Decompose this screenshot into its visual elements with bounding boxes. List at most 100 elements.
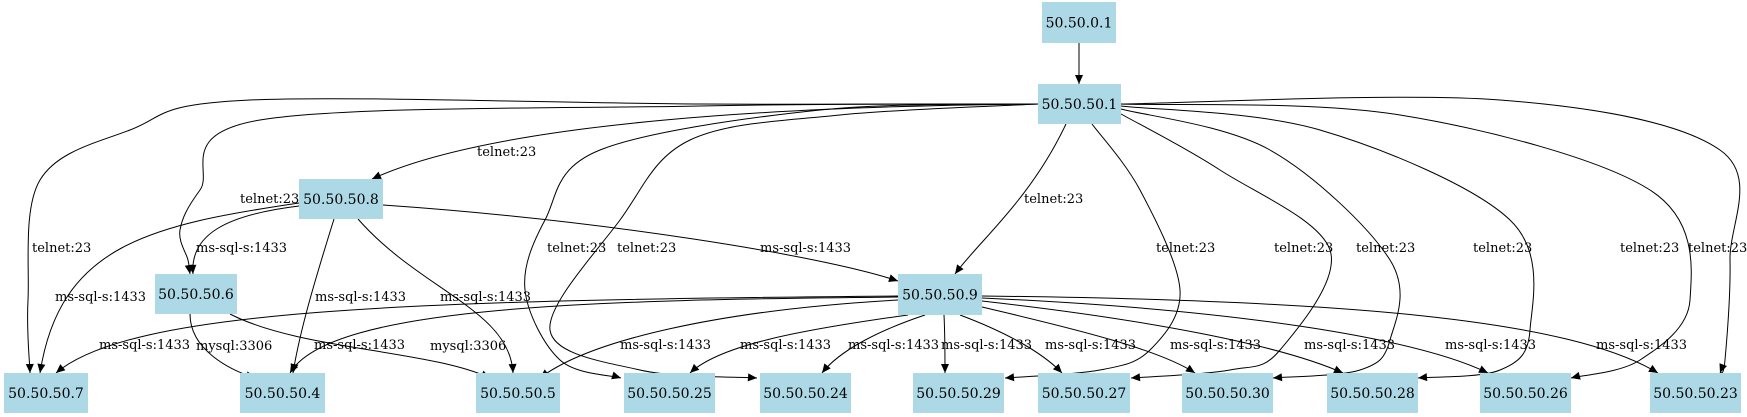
node-50-50-50-23[interactable]: 50.50.50.23 <box>1650 373 1741 413</box>
edge-50-50-50-8-to-50-50-50-9: ms-sql-s:1433 <box>382 204 899 282</box>
edge-line <box>981 300 1344 374</box>
node-50-50-50-4[interactable]: 50.50.50.4 <box>240 373 325 413</box>
node-label: 50.50.50.5 <box>480 386 556 402</box>
edge-label: telnet:23 <box>547 241 606 256</box>
edge-50-50-50-1-to-50-50-50-23: telnet:23 <box>1120 96 1747 374</box>
node-50-50-50-27[interactable]: 50.50.50.27 <box>1038 373 1130 413</box>
edge-line <box>371 103 1039 180</box>
edge-line <box>821 314 926 374</box>
edge-50-50-50-9-to-50-50-50-26: ms-sql-s:1433 <box>981 297 1536 374</box>
node-50-50-50-7[interactable]: 50.50.50.7 <box>4 373 88 413</box>
edge-50-50-50-1-to-50-50-50-9: telnet:23 <box>954 123 1083 275</box>
node-box[interactable] <box>155 274 237 314</box>
edge-line <box>382 204 899 282</box>
node-50-50-50-25[interactable]: 50.50.50.25 <box>624 373 715 413</box>
edge-50-50-50-9-to-50-50-50-4: ms-sql-s:1433 <box>289 296 899 374</box>
edge-label: ms-sql-s:1433 <box>1045 338 1136 353</box>
node-box[interactable] <box>1042 2 1116 43</box>
arrowhead-icon <box>188 264 197 274</box>
edge-line <box>289 296 899 374</box>
node-label: 50.50.50.23 <box>1653 386 1738 402</box>
edge-50-50-50-9-to-50-50-50-5: ms-sql-s:1433 <box>539 299 899 379</box>
edge-50-50-50-9-to-50-50-50-27: ms-sql-s:1433 <box>959 314 1136 374</box>
edge-50-50-50-1-to-50-50-50-24: telnet:23 <box>549 103 1039 382</box>
edge-50-50-50-8-to-50-50-50-5: ms-sql-s:1433 <box>357 218 531 374</box>
node-label: 50.50.50.7 <box>8 386 84 402</box>
edge-50-50-50-1-to-50-50-50-29: telnet:23 <box>1004 123 1215 382</box>
edge-line <box>981 297 1489 374</box>
edge-label: telnet:23 <box>240 192 299 207</box>
arrowhead-icon <box>955 264 964 274</box>
node-box[interactable] <box>760 373 851 413</box>
edge-50-50-50-9-to-50-50-50-7: ms-sql-s:1433 <box>55 295 899 374</box>
node-box[interactable] <box>1038 373 1130 413</box>
node-box[interactable] <box>913 373 1004 413</box>
node-50-50-0-1[interactable]: 50.50.0.1 <box>1042 2 1116 43</box>
arrowhead-icon <box>1131 373 1141 382</box>
edge-label: ms-sql-s:1433 <box>848 338 939 353</box>
node-50-50-50-26[interactable]: 50.50.50.26 <box>1480 373 1571 413</box>
edge-line <box>981 306 1196 374</box>
edge-label: ms-sql-s:1433 <box>314 338 405 353</box>
node-box[interactable] <box>624 373 715 413</box>
node-50-50-50-6[interactable]: 50.50.50.6 <box>155 274 237 314</box>
edge-label: ms-sql-s:1433 <box>941 338 1032 353</box>
node-label: 50.50.50.1 <box>1042 97 1118 113</box>
node-box[interactable] <box>1182 373 1273 413</box>
edge-label: ms-sql-s:1433 <box>1445 338 1536 353</box>
arrowhead-icon <box>37 363 46 373</box>
edge-50-50-50-1-to-50-50-50-8: telnet:23 <box>371 103 1039 180</box>
edge-label: telnet:23 <box>1156 241 1215 256</box>
node-50-50-50-1[interactable]: 50.50.50.1 <box>1038 84 1121 124</box>
arrowhead-icon <box>1719 363 1727 373</box>
arrowhead-icon <box>508 363 517 373</box>
node-box[interactable] <box>299 179 383 219</box>
node-50-50-50-24[interactable]: 50.50.50.24 <box>760 373 851 413</box>
edge-50-50-50-9-to-50-50-50-24: ms-sql-s:1433 <box>821 314 939 374</box>
node-label: 50.50.0.1 <box>1046 16 1113 32</box>
node-50-50-50-5[interactable]: 50.50.50.5 <box>476 373 560 413</box>
edge-label: ms-sql-s:1433 <box>740 338 831 353</box>
edge-50-50-0-1-to-50-50-50-1 <box>1075 43 1083 84</box>
edge-label: mysql:3306 <box>196 339 272 354</box>
edge-50-50-50-1-to-50-50-50-26: telnet:23 <box>1120 103 1692 380</box>
node-box[interactable] <box>1038 84 1121 124</box>
node-50-50-50-8[interactable]: 50.50.50.8 <box>299 179 383 219</box>
edges-layer: telnet:23 telnet:23 telnet:23 telnet:23 teln… <box>25 43 1747 382</box>
edge-line <box>959 314 1063 374</box>
node-box[interactable] <box>1327 373 1418 413</box>
node-box[interactable] <box>1480 373 1571 413</box>
node-label: 50.50.50.30 <box>1185 386 1270 402</box>
arrowhead-icon <box>822 363 831 373</box>
edge-line <box>1120 105 1535 379</box>
edge-line <box>549 103 1039 379</box>
node-50-50-50-28[interactable]: 50.50.50.28 <box>1327 373 1418 413</box>
node-box[interactable] <box>240 373 325 413</box>
arrowhead-icon <box>372 171 382 179</box>
arrowhead-icon <box>1005 373 1015 382</box>
arrowhead-icon <box>747 373 757 382</box>
node-50-50-50-29[interactable]: 50.50.50.29 <box>913 373 1004 413</box>
edge-50-50-50-9-to-50-50-50-28: ms-sql-s:1433 <box>981 300 1395 374</box>
node-box[interactable] <box>1650 373 1741 413</box>
node-box[interactable] <box>898 274 982 315</box>
edge-line <box>981 295 1659 374</box>
arrowhead-icon <box>56 364 66 373</box>
node-label: 50.50.50.28 <box>1330 386 1415 402</box>
edge-line <box>292 218 335 374</box>
node-label: 50.50.50.29 <box>916 386 1001 402</box>
edge-50-50-50-1-to-50-50-50-28: telnet:23 <box>1120 105 1535 382</box>
arrowhead-icon <box>1273 373 1283 382</box>
edge-line <box>229 313 491 379</box>
node-box[interactable] <box>4 373 88 413</box>
node-50-50-50-9[interactable]: 50.50.50.9 <box>898 274 982 315</box>
edge-label: ms-sql-s:1433 <box>1170 338 1261 353</box>
arrowhead-icon <box>888 274 898 282</box>
edge-label: ms-sql-s:1433 <box>315 290 406 305</box>
edge-line <box>27 98 1039 374</box>
node-box[interactable] <box>476 373 560 413</box>
node-label: 50.50.50.25 <box>627 386 712 402</box>
arrowhead-icon <box>1478 365 1488 373</box>
edge-label: telnet:23 <box>1688 241 1747 256</box>
node-50-50-50-30[interactable]: 50.50.50.30 <box>1182 373 1273 413</box>
